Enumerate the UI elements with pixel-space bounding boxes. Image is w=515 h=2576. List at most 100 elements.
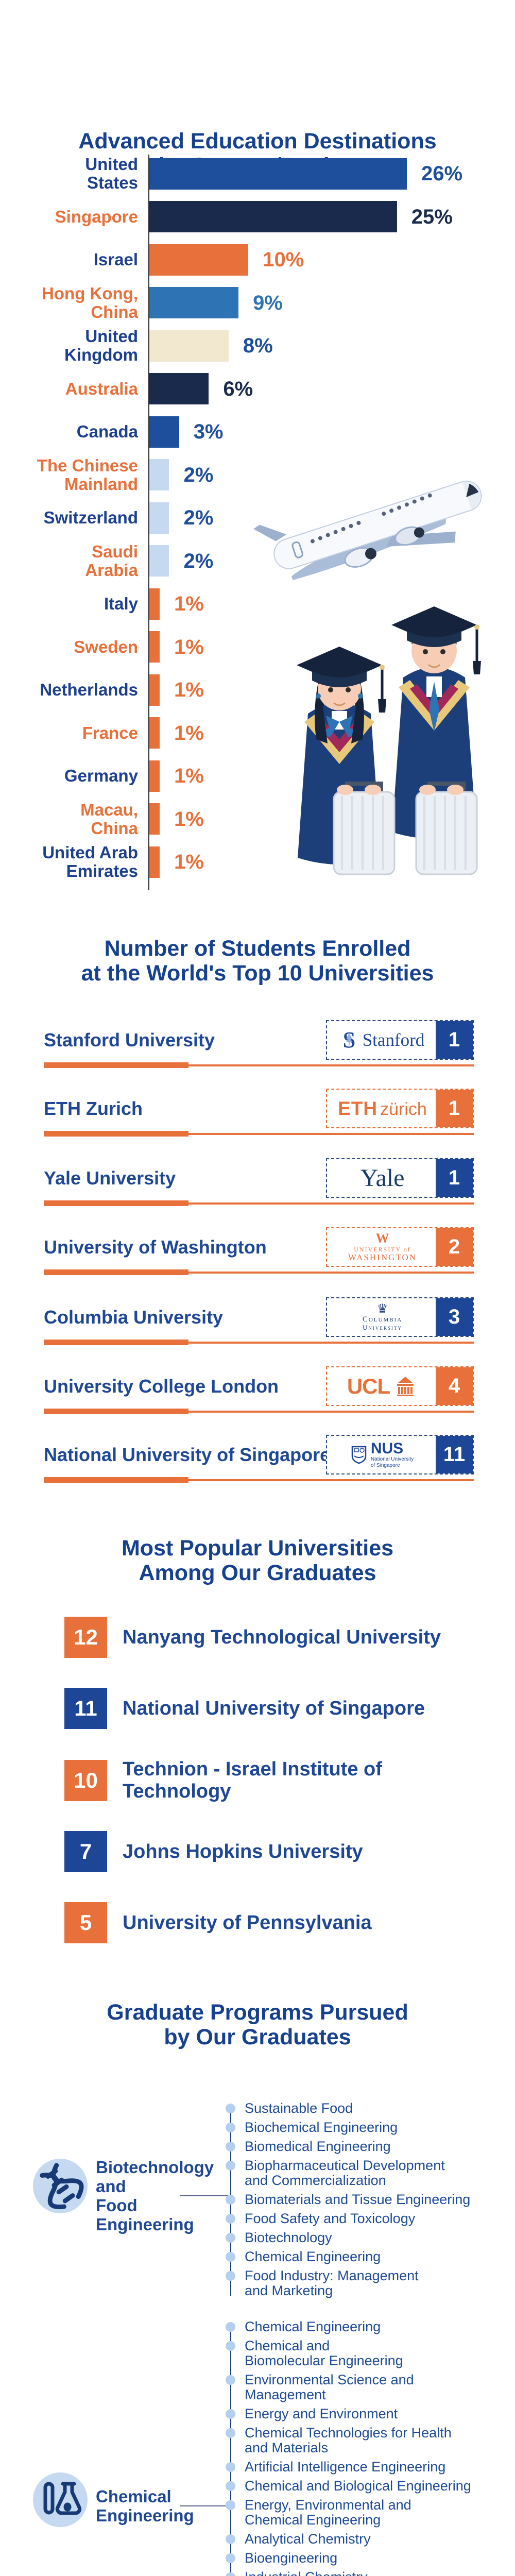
row-divider [44, 1202, 474, 1205]
university-logo: S Stanford [327, 1021, 438, 1059]
enrolled-count-badge: 1 [436, 1159, 473, 1197]
program-item: Chemical Engineering [226, 2249, 499, 2264]
university-logo: ETH zürich [338, 1097, 427, 1119]
bar-value-label: 25% [411, 205, 453, 228]
row-divider-accent [44, 1200, 188, 1206]
bar-category-label: Sweden [74, 637, 138, 656]
university-name: Stanford University [44, 1029, 215, 1050]
program-item: Chemical Engineering [226, 2319, 499, 2334]
bar-value-label: 2% [183, 506, 214, 529]
bar-category-label: Australia [65, 379, 138, 398]
bar-value-label: 2% [183, 549, 214, 572]
enrolled-count-badge: 2 [436, 1228, 473, 1266]
popular-university-name: University of Pennsylvania [123, 1911, 372, 1934]
section4-title-line2: by Our Graduates [164, 2025, 351, 2049]
category-connector-line [180, 2505, 230, 2506]
bar-category-label: The Chinese Mainland [37, 455, 138, 494]
bar [149, 373, 209, 404]
bar [149, 846, 160, 878]
popular-university-name: Nanyang Technological University [123, 1626, 441, 1648]
bar [149, 760, 160, 792]
row-divider [44, 1064, 474, 1066]
row-divider-accent [44, 1409, 188, 1414]
university-logo: NUS National University of Singapore [327, 1436, 438, 1473]
university-name: Columbia University [44, 1306, 224, 1328]
program-item: Biopharmaceutical Development and Commer… [226, 2158, 499, 2188]
bar-value-label: 1% [174, 765, 204, 787]
program-item: Biochemical Engineering [226, 2120, 499, 2135]
row-divider-accent [44, 1340, 188, 1345]
row-divider [44, 1272, 474, 1274]
program-item: Chemical and Biological Engineering [226, 2479, 499, 2494]
bar [149, 803, 160, 835]
bar-value-label: 1% [174, 807, 204, 831]
program-item: Food Industry: Management and Marketing [226, 2268, 499, 2298]
program-item: Sustainable Food [226, 2101, 499, 2116]
university-name: Yale University [44, 1167, 176, 1189]
bar-value-label: 26% [421, 162, 463, 185]
bar-category-label: Israel [93, 250, 138, 269]
program-item: Food Safety and Toxicology [226, 2211, 499, 2226]
bar-category-label: Singapore [55, 207, 138, 226]
university-logo: UCL [327, 1367, 438, 1405]
row-divider [44, 1342, 474, 1344]
bar-category-label: Germany [64, 766, 138, 785]
bar-category-label: Macau, China [80, 800, 138, 838]
popular-university-name: National University of Singapore [123, 1697, 425, 1719]
bar-value-label: 1% [174, 721, 204, 744]
program-item: Artificial Intelligence Engineering [226, 2460, 499, 2475]
bar [149, 717, 160, 749]
university-name: National University of Singapore [44, 1444, 331, 1465]
stanford-logo-icon: S [342, 1029, 355, 1052]
university-logo-box: ETH zürich 1 [326, 1089, 474, 1128]
bar [149, 287, 239, 318]
bar-value-label: 1% [174, 592, 204, 615]
bar-category-label: Saudi Arabia [85, 541, 138, 580]
category-icon-circle [33, 2159, 88, 2213]
columbia-crown-icon: ♛ [376, 1302, 388, 1316]
row-divider [44, 1479, 474, 1481]
row-divider-accent [44, 1062, 188, 1068]
row-divider-accent [44, 1477, 188, 1483]
enrolled-count-badge: 1 [436, 1021, 473, 1059]
bar [149, 201, 397, 232]
program-item: Biomaterials and Tissue Engineering [226, 2192, 499, 2207]
dna-icon [40, 2163, 84, 2210]
graduate-count-badge: 5 [64, 1902, 107, 1943]
university-logo-box: UCL 4 [326, 1366, 474, 1406]
bar-value-label: 3% [193, 420, 224, 443]
bar-value-label: 10% [263, 248, 304, 271]
nus-shield-icon [351, 1446, 367, 1464]
section2-title-line1: Number of Students Enrolled [104, 936, 411, 961]
program-item: Bioengineering [226, 2551, 499, 2566]
row-divider [44, 1133, 474, 1135]
bar-category-label: United States [85, 155, 138, 192]
university-logo-box: NUS National University of Singapore 11 [326, 1435, 474, 1475]
bar [149, 158, 407, 190]
section2-title: Number of Students Enrolled at the World… [0, 936, 515, 986]
section2-title-line2: at the World's Top 10 Universities [81, 961, 434, 986]
university-logo-box: ♛ Columbia University 3 [326, 1297, 474, 1337]
graduates-illustration [297, 606, 481, 875]
program-item: Energy and Environment [226, 2406, 499, 2421]
program-item: Analytical Chemistry [226, 2532, 499, 2547]
bar-value-label: 1% [174, 635, 204, 658]
enrolled-count-badge: 1 [436, 1090, 473, 1127]
program-category-label: Chemical Engineering [96, 2487, 194, 2525]
ucl-portico-icon [397, 1376, 414, 1396]
program-category-label: Biotechnology and Food Engineering [96, 2158, 214, 2234]
section1-title-line1: Advanced Education Destinations [78, 129, 437, 154]
bar-category-label: Netherlands [40, 680, 138, 699]
bar-value-label: 8% [243, 334, 273, 357]
bar-category-label: United Kingdom [64, 327, 138, 364]
enrolled-count-badge: 4 [436, 1367, 473, 1405]
row-divider [44, 1411, 474, 1413]
bar [149, 459, 169, 490]
university-logo-box: Yale 1 [326, 1158, 474, 1198]
program-item: Industrial Chemistry [226, 2570, 499, 2576]
program-item: Chemical and Biomolecular Engineering [226, 2338, 499, 2368]
bar-value-label: 9% [253, 291, 283, 314]
flask-icon [43, 2482, 82, 2515]
bar-category-label: France [82, 723, 138, 742]
